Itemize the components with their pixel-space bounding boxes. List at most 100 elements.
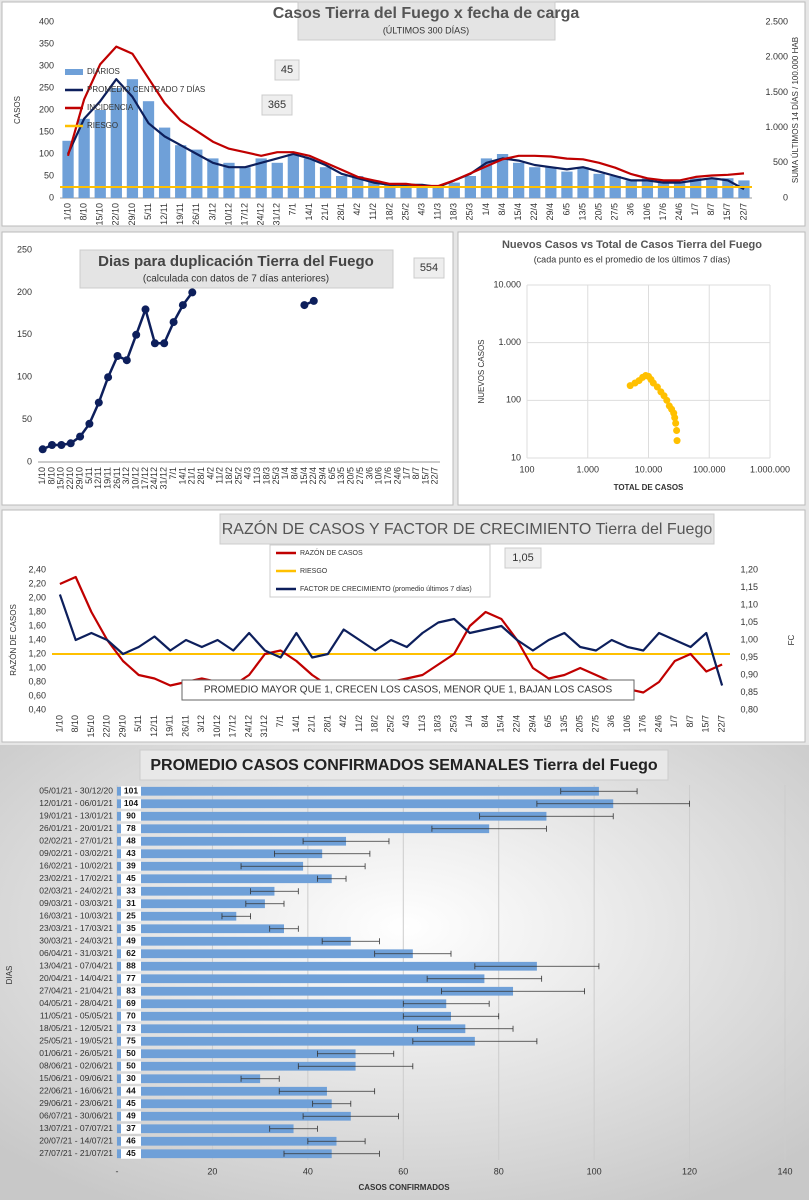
label-box xyxy=(121,1036,141,1047)
bar xyxy=(117,974,485,984)
error-bar xyxy=(317,1050,395,1057)
error-bar xyxy=(240,863,366,870)
x-tick-label: 22/10 xyxy=(102,715,112,738)
x-tick-label: 21/1 xyxy=(187,467,197,485)
bar xyxy=(117,799,614,809)
x-tick-label: 17/12 xyxy=(239,203,249,226)
label-box xyxy=(121,1136,141,1147)
bar xyxy=(545,167,557,198)
x-tick-label: 40 xyxy=(303,1166,313,1176)
bar xyxy=(117,1036,475,1046)
x-tick-label: 18/2 xyxy=(224,467,234,485)
label-box xyxy=(121,873,141,884)
x-tick-label: 17/6 xyxy=(658,203,668,221)
x-tick-label: 28/1 xyxy=(196,467,206,485)
x-tick-label: 14/1 xyxy=(177,467,187,485)
error-bar xyxy=(283,1150,380,1157)
y-tick-label: 0,80 xyxy=(740,704,758,714)
y-tick-label: 100 xyxy=(17,372,32,382)
y-tick-label: 20/04/21 - 14/04/21 xyxy=(39,973,113,983)
y-tick-label: 16/03/21 - 10/03/21 xyxy=(39,911,113,921)
x-tick-label: 10.000 xyxy=(635,464,663,474)
x-tick-label: 25/2 xyxy=(233,467,243,485)
note: PROMEDIO MAYOR QUE 1, CRECEN LOS CASOS, … xyxy=(204,685,613,696)
bar xyxy=(117,986,514,996)
x-tick-label: 18/3 xyxy=(449,203,459,221)
x-tick-label: 28/1 xyxy=(336,203,346,221)
label-box xyxy=(121,1061,141,1072)
y-tick-label: 100 xyxy=(39,148,54,158)
note-box xyxy=(181,679,635,701)
x-tick-label: 31/12 xyxy=(259,715,269,738)
x-tick-label: 1/4 xyxy=(481,203,491,216)
bar xyxy=(577,167,589,198)
chart-title: PROMEDIO CASOS CONFIRMADOS SEMANALES Tie… xyxy=(150,757,658,774)
x-tick-label: 11/2 xyxy=(215,467,225,484)
axis-label: FC xyxy=(787,634,796,645)
axis-label: SUMA ÚLTIMOS 14 DÍAS / 100.000 HAB xyxy=(791,37,800,183)
point xyxy=(653,383,661,391)
x-tick-label: 27/5 xyxy=(590,715,600,733)
x-tick-label: 7/1 xyxy=(275,715,285,728)
x-tick-label: 13/5 xyxy=(336,467,346,485)
y-tick-label: 13/04/21 - 07/04/21 xyxy=(39,961,113,971)
x-tick-label: 22/4 xyxy=(529,203,539,221)
chart-title: Nuevos Casos vs Total de Casos Tierra de… xyxy=(502,239,762,251)
x-tick-label: 1/7 xyxy=(669,715,679,728)
x-tick-label: 10/6 xyxy=(374,467,384,485)
x-tick-label: 11/3 xyxy=(417,715,427,732)
data-label: 75 xyxy=(126,1036,136,1046)
x-tick-label: 1/10 xyxy=(54,715,64,733)
x-tick-label: 29/4 xyxy=(545,203,555,221)
bar xyxy=(432,187,444,198)
x-tick-label: 31/12 xyxy=(272,203,282,226)
point xyxy=(673,426,681,434)
legend-label: RIESGO xyxy=(87,121,118,130)
bar xyxy=(94,110,106,198)
x-tick-label: 18/3 xyxy=(433,715,443,733)
x-tick-label: 29/10 xyxy=(74,467,84,490)
x-tick-label: 8/7 xyxy=(706,203,716,216)
label-box xyxy=(121,923,141,934)
bar xyxy=(158,127,171,198)
x-tick-label: 20/5 xyxy=(593,203,603,221)
chart-subtitle: (calculada con datos de 7 días anteriore… xyxy=(143,274,329,285)
label-box xyxy=(121,823,141,834)
data-label: 50 xyxy=(126,1048,136,1058)
bar xyxy=(117,1086,327,1096)
bar xyxy=(117,874,332,884)
bar xyxy=(117,1061,356,1071)
bar xyxy=(117,1149,332,1159)
error-bar xyxy=(560,788,638,795)
y-tick-label: 1,60 xyxy=(28,620,46,630)
y-tick-label: 2,40 xyxy=(28,564,46,574)
x-tick-label: 25/3 xyxy=(465,203,475,221)
point xyxy=(672,419,680,427)
x-tick-label: 15/7 xyxy=(701,715,711,733)
y-tick-label: 13/07/21 - 07/07/21 xyxy=(39,1123,113,1133)
data-label: 37 xyxy=(126,1123,136,1133)
y-tick-label: 1,05 xyxy=(740,617,758,627)
bar xyxy=(117,861,304,871)
x-tick-label: 25/3 xyxy=(271,467,281,485)
x-tick-label: 13/5 xyxy=(559,715,569,733)
x-tick-label: 15/4 xyxy=(299,467,309,485)
bar xyxy=(117,999,447,1009)
label-box xyxy=(121,1098,141,1109)
x-tick-label: 100.000 xyxy=(693,464,726,474)
error-bar xyxy=(536,800,690,807)
y-tick-label: 1,20 xyxy=(740,564,758,574)
x-tick-label: 11/3 xyxy=(252,467,262,484)
x-tick-label: 60 xyxy=(398,1166,408,1176)
bar xyxy=(641,178,654,198)
label-box xyxy=(121,1023,141,1034)
x-tick-label: 17/12 xyxy=(140,467,150,490)
y-tick-label: 25/05/21 - 19/05/21 xyxy=(39,1036,113,1046)
error-bar xyxy=(302,1113,399,1120)
x-tick-label: 24/6 xyxy=(653,715,663,733)
y-tick-label: 1,00 xyxy=(28,662,46,672)
data-label: 73 xyxy=(126,1023,136,1033)
annotation-box xyxy=(504,547,542,569)
legend-box xyxy=(269,544,491,598)
y-tick-label: 2,00 xyxy=(28,592,46,602)
